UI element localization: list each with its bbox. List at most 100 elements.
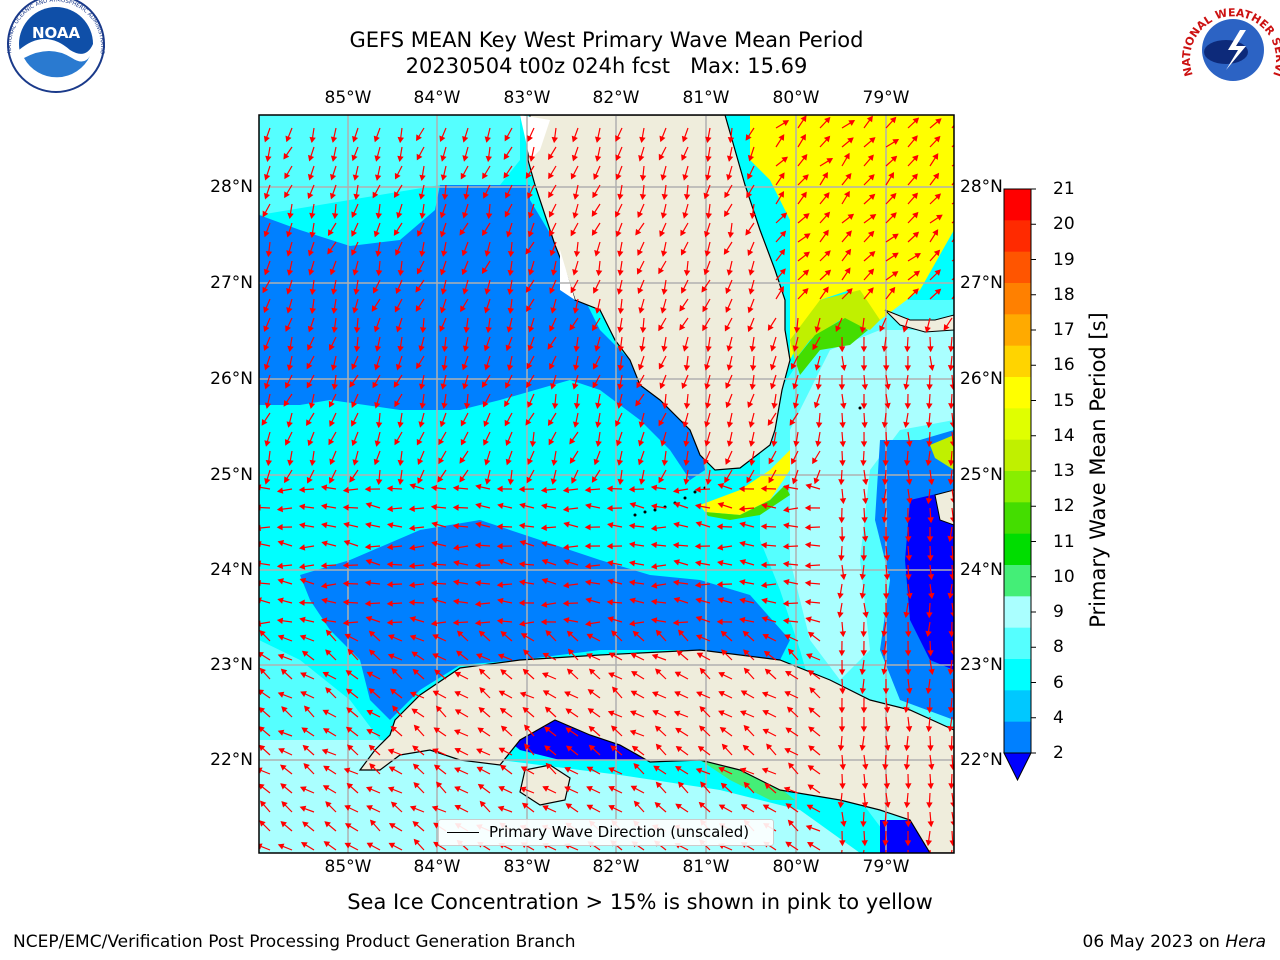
wave-arrow-head: [309, 307, 316, 315]
wave-arrow-head: [869, 137, 876, 144]
wave-arrow-head: [432, 634, 439, 640]
wave-arrow-head: [703, 268, 710, 276]
wave-arrow-head: [905, 783, 912, 790]
wave-arrow-head: [837, 592, 844, 600]
wave-arrow-head: [524, 743, 531, 750]
wave-arrow-head: [721, 649, 728, 656]
wave-arrow-head: [844, 267, 851, 274]
wave-arrow-head: [786, 706, 794, 713]
wave-arrow-head: [345, 670, 353, 677]
wave-arrow-head: [412, 668, 420, 676]
wave-arrow-head: [927, 555, 934, 562]
colorbar-segment: [1004, 471, 1031, 503]
wave-arrow-head: [373, 135, 380, 143]
wave-arrow-head: [933, 172, 940, 180]
wave-arrow-head: [631, 745, 639, 752]
wave-arrow-head: [839, 422, 846, 429]
wave-arrow-head: [529, 440, 537, 448]
latitude-label: 25°N: [210, 465, 253, 485]
wave-arrow-head: [281, 801, 288, 808]
longitude-label: 79°W: [862, 88, 910, 108]
wave-arrow-head: [477, 783, 485, 790]
wave-arrow-head: [278, 748, 285, 754]
wave-arrow-head: [439, 230, 447, 238]
wave-arrow-head: [518, 579, 526, 586]
colorbar-extend-triangle: [1003, 752, 1032, 782]
wave-arrow-head: [460, 305, 466, 313]
wave-arrow-head: [259, 783, 265, 790]
wave-arrow-head: [813, 477, 820, 485]
colorbar-segment: [1004, 596, 1031, 629]
wave-arrow-head: [439, 211, 446, 219]
wave-arrow-head: [697, 745, 705, 752]
wave-arrow-head: [717, 597, 724, 604]
wave-arrow-head: [262, 210, 269, 218]
wave-arrow-head: [394, 305, 401, 313]
colorbar-tick-label: 9: [1053, 602, 1064, 622]
wave-arrow-head: [507, 269, 514, 277]
wave-arrow-head: [499, 764, 507, 771]
wave-arrow-head: [452, 579, 460, 586]
wave-arrow-head: [739, 597, 746, 604]
wave-arrow-head: [804, 524, 811, 531]
wave-arrow-head: [672, 487, 680, 494]
wave-arrow-head: [615, 154, 622, 162]
wave-arrow-head: [299, 616, 306, 624]
wave-arrow-head: [544, 706, 552, 713]
wave-arrow-head: [395, 325, 403, 333]
wave-arrow-head: [934, 135, 941, 143]
wave-arrow-head: [862, 611, 869, 619]
wave-arrow-head: [747, 401, 754, 409]
wave-arrow-head: [906, 687, 913, 695]
wave-arrow-head: [463, 326, 470, 334]
wave-arrow-head: [518, 485, 525, 493]
wave-arrow-head: [672, 619, 679, 626]
wave-arrow-head: [308, 269, 315, 276]
wave-arrow-head: [459, 229, 466, 236]
wave-arrow-head: [408, 505, 415, 512]
wave-arrow-head: [824, 269, 832, 276]
wave-arrow-head: [888, 172, 895, 179]
wave-arrow-head: [331, 326, 338, 334]
wave-arrow-head: [701, 286, 708, 293]
wave-arrow-head: [519, 502, 526, 509]
wave-arrow-head: [726, 269, 733, 276]
wave-arrow-head: [617, 269, 624, 277]
wave-arrow-head: [926, 612, 933, 619]
wave-arrow-head: [683, 364, 691, 372]
wave-arrow-head: [768, 457, 775, 465]
wave-arrow-head: [591, 229, 598, 236]
wave-arrow-head: [698, 725, 706, 732]
wave-arrow-head: [281, 706, 288, 713]
wave-arrow-head: [549, 287, 556, 294]
wave-arrow-head: [390, 801, 398, 808]
wave-arrow-head: [718, 672, 726, 678]
wave-arrow-head: [761, 616, 768, 623]
wave-arrow-head: [594, 136, 602, 143]
wave-arrow-head: [395, 287, 402, 295]
wave-arrow-head: [761, 767, 769, 774]
wave-arrow-head: [277, 843, 285, 850]
wave-arrow-head: [573, 364, 580, 371]
wave-arrow-head: [838, 536, 846, 543]
wave-arrow-head: [286, 269, 294, 276]
wave-arrow-head: [564, 786, 571, 793]
wave-arrow-head: [838, 346, 846, 353]
wave-arrow-head: [323, 765, 330, 772]
wave-arrow-head: [344, 823, 352, 830]
wave-arrow-head: [879, 325, 886, 332]
wave-arrow-head: [673, 597, 681, 604]
wave-arrow-head: [497, 502, 504, 510]
wave-arrow-head: [351, 249, 357, 256]
wave-arrow-head: [298, 522, 306, 529]
wave-arrow-head: [716, 523, 723, 530]
wave-arrow-head: [705, 345, 712, 353]
wave-arrow-head: [809, 687, 816, 694]
wave-arrow-head: [638, 439, 645, 447]
wave-arrow-head: [498, 690, 506, 697]
wave-arrow-head: [948, 346, 954, 353]
wave-arrow-head: [365, 558, 373, 566]
wave-arrow-head: [306, 362, 313, 370]
wave-arrow-head: [904, 403, 912, 410]
wave-arrow-head: [541, 558, 549, 565]
